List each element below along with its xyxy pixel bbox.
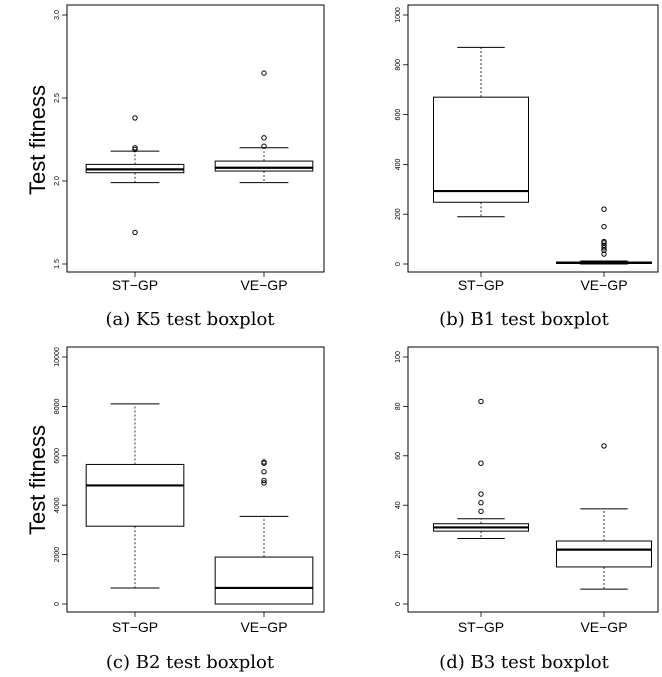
- panel-2-category-label: VE−GP: [580, 277, 627, 293]
- panel-2-y-tick-label: 200: [395, 208, 402, 220]
- panel-4-box-2-outlier: [601, 443, 607, 449]
- panel-4-y-tick-label: 60: [395, 452, 402, 460]
- panel-1-y-tick-label: 2.0: [54, 176, 61, 186]
- panel-3-y-tick-label: 0: [54, 602, 61, 606]
- panel-1-category-label: ST−GP: [112, 277, 158, 293]
- panel-1-box-1-outlier: [132, 115, 138, 121]
- panel-1-box-2-body: [214, 160, 314, 172]
- panel-2-box-2-outlier: [601, 245, 607, 251]
- panel-3-y-tick-label: 6000: [54, 448, 61, 464]
- panel-4-category-label: VE−GP: [580, 619, 627, 635]
- panel-1-y-tick-label: 3.0: [54, 10, 61, 20]
- panel-3-caption: (c) B2 test boxplot: [106, 652, 275, 673]
- panel-3-box-2-outlier: [261, 480, 267, 486]
- panel-3-y-tick-label: 2000: [54, 547, 61, 563]
- panel-1-frame: [66, 4, 325, 273]
- panel-1-box-2-outlier: [261, 70, 267, 76]
- panel-2-box-1-body: [433, 96, 529, 203]
- panel-1-box-2-outlier: [261, 143, 267, 149]
- panel-2-category-label: ST−GP: [458, 277, 504, 293]
- panel-3-y-tick-label: 10000: [54, 347, 61, 367]
- panel-4-y-tick-label: 100: [395, 351, 402, 363]
- panel-4-y-tick-label: 80: [395, 402, 402, 410]
- panel-3-box-2-outlier: [261, 469, 267, 475]
- panel-4-box-1-outlier: [478, 491, 484, 497]
- panel-3-y-tick-label: 4000: [54, 497, 61, 513]
- panel-1-box-1-outlier: [132, 229, 138, 236]
- panel-1-y-tick-label: 1.5: [54, 259, 61, 269]
- panel-2-box-2-outlier: [601, 206, 607, 212]
- panel-4-box-2-body: [556, 540, 652, 568]
- panel-2-y-tick-label: 800: [395, 59, 402, 71]
- panel-4-y-tick-label: 20: [395, 551, 402, 559]
- panel-2-y-tick-label: 600: [395, 109, 402, 121]
- panel-4-box-1-outlier: [478, 398, 484, 405]
- panel-4-box-1-outlier: [478, 500, 484, 506]
- panel-1-y-axis-label: Test fitness: [25, 85, 50, 195]
- panel-3-box-1-body: [85, 463, 185, 527]
- panel-4-box-1-outlier: [478, 460, 484, 466]
- panel-4-y-tick-label: 0: [395, 602, 402, 606]
- panel-2-frame: [407, 4, 659, 273]
- panel-1-y-tick-label: 2.5: [54, 93, 61, 103]
- panel-3-box-2-outlier: [261, 477, 267, 484]
- panel-3-box-2-outlier: [261, 459, 267, 465]
- panel-3-y-axis-label: Test fitness: [25, 425, 50, 535]
- panel-3-box-2-body: [214, 556, 314, 605]
- panel-2-box-2-outlier: [601, 223, 607, 230]
- panel-1-caption: (a) K5 test boxplot: [105, 309, 275, 330]
- panel-3-y-tick-label: 8000: [54, 399, 61, 415]
- panel-4-box-1-outlier: [478, 508, 484, 515]
- panel-2-y-tick-label: 0: [395, 262, 402, 266]
- panel-2-box-2-outlier: [601, 242, 607, 249]
- panel-4-caption: (d) B3 test boxplot: [439, 652, 609, 673]
- panel-2-box-2-outlier: [601, 247, 607, 254]
- panel-4-y-tick-label: 40: [395, 501, 402, 509]
- panel-2-box-2-outlier: [601, 251, 607, 257]
- panel-1-box-1-outlier: [132, 145, 138, 151]
- panel-1-box-2-outlier: [261, 135, 267, 141]
- panel-3-frame: [66, 346, 325, 613]
- panel-4-category-label: ST−GP: [458, 619, 504, 635]
- panel-2-box-2-outlier: [601, 238, 607, 245]
- panel-4-frame: [407, 346, 659, 613]
- panel-2-y-tick-label: 1000: [395, 7, 402, 23]
- panel-3-category-label: ST−GP: [112, 619, 158, 635]
- panel-1-box-1-outlier: [132, 146, 138, 153]
- panel-2-y-tick-label: 400: [395, 158, 402, 170]
- panel-2-caption: (b) B1 test boxplot: [439, 309, 609, 330]
- panel-3-category-label: VE−GP: [240, 619, 287, 635]
- panel-1-category-label: VE−GP: [240, 277, 287, 293]
